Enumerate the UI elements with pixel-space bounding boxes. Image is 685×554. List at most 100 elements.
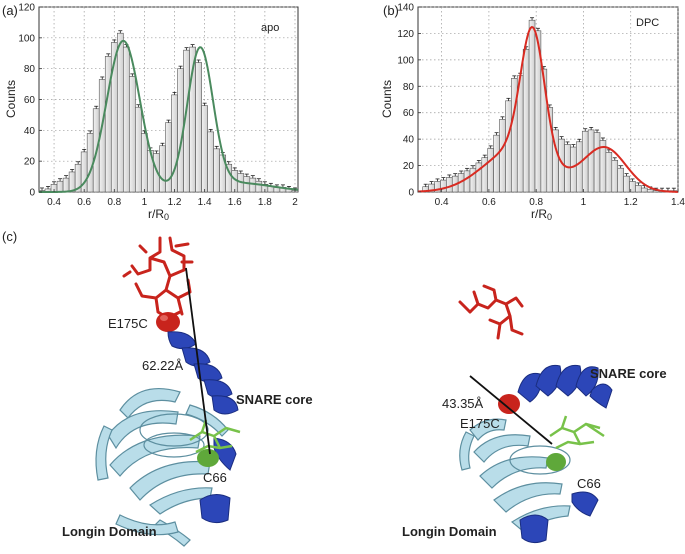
gaussian-fit-curve [417,25,679,193]
histogram-bar [463,170,471,193]
histogram-bar [587,129,595,193]
x-tick-label: 0.4 [435,197,449,208]
histogram-bar [499,119,506,193]
histogram-chart-dpc: 0.4 0.6 0.8 1 1.2 1.4 0 20 40 60 80 100 120 140 DPC C… [380,3,685,223]
histogram-bar [505,100,512,193]
histogram-bar [446,177,453,193]
x-axis-title-main: r/R [531,207,547,221]
x-axis-title-sub: 0 [164,212,169,222]
protein-structure-compact: 43.35Å E175C SNARE core C66 Longin Domai… [402,284,667,544]
histogram-bar [611,159,619,193]
panel-label-c: (c) [2,229,17,244]
histogram-bar [141,133,148,193]
histogram-bar [255,180,263,193]
histogram-bar [56,180,64,193]
y-tick-label: 60 [24,95,36,106]
y-tick-label: 40 [24,126,36,137]
histogram-bar [493,134,500,193]
histogram-bar [207,131,214,193]
y-tick-label: 20 [24,157,36,168]
histogram-bar [117,32,124,193]
x-tick-label: 0.8 [529,197,543,208]
y-tick-label: 20 [403,161,415,172]
histogram-bar [646,189,654,193]
label-c66-left: C66 [203,470,227,485]
dye-molecule-right [458,284,524,340]
longin-domain-right [459,418,571,533]
y-tick-label: 0 [408,188,414,199]
label-e175c-right: E175C [460,416,500,431]
x-tick-label: 1.4 [198,197,212,208]
histogram-bar [487,148,494,193]
y-tick-label: 140 [397,3,414,14]
x-tick-label: 0.6 [482,197,496,208]
histogram-bar [528,19,536,193]
e175c-sphere [156,312,180,332]
c66-sphere-right [546,453,566,471]
label-distance-right: 43.35Å [442,396,484,411]
histogram-bar [159,145,166,193]
y-tick-label: 80 [24,64,36,75]
histogram-bar [213,148,220,193]
label-longin-right: Longin Domain [402,524,497,539]
x-tick-label: 1.2 [168,197,182,208]
label-longin-left: Longin Domain [62,524,157,539]
label-distance-left: 62.22Å [142,358,184,373]
y-axis-title: Counts [380,80,394,118]
histogram-bar [62,177,70,193]
ligand-right [549,415,605,450]
histogram-bar [593,132,601,193]
x-axis-title: r/R0 [148,207,169,222]
y-tick-label: 120 [397,29,414,40]
x-tick-label: 1.8 [258,197,272,208]
histogram-bar [123,46,130,193]
y-tick-label: 100 [397,55,414,66]
x-tick-label: 1 [581,197,587,208]
x-tick-label: 1.4 [671,197,685,208]
y-tick-label: 80 [403,82,415,93]
distance-line-left [185,267,211,455]
x-tick-label: 0.4 [47,197,61,208]
protein-structure-extended: E175C 62.22Å SNARE core C66 Longin Domai… [62,236,313,547]
y-tick-label: 0 [29,188,35,199]
x-tick-label: 0.6 [77,197,91,208]
legend-label: apo [261,22,279,34]
histogram-bar [617,167,624,193]
label-c66-right: C66 [577,476,601,491]
legend-label: DPC [636,17,659,29]
histogram-bar [201,105,208,193]
histogram-bar [581,130,589,193]
e175c-sphere-right [498,394,520,414]
y-tick-label: 120 [18,3,35,14]
y-axis-title: Counts [4,80,18,118]
histogram-bar [570,146,577,193]
histogram-bar [605,152,613,193]
x-tick-label: 1.6 [228,197,242,208]
x-axis-title-main: r/R [148,207,164,221]
x-axis-title-sub: 0 [547,212,552,222]
x-tick-label: 1.2 [624,197,638,208]
histogram-bar [249,177,257,193]
histogram-bar [522,48,530,193]
x-tick-label: 0.8 [107,197,121,208]
dye-molecule-left [122,236,194,320]
y-tick-label: 100 [18,33,35,44]
label-e175c-left: E175C [108,316,148,331]
histogram-bar [641,187,648,193]
distance-line-right [469,375,553,445]
x-tick-label: 2 [292,197,298,208]
longin-domain-left [95,388,229,547]
y-tick-label: 40 [403,135,415,146]
panel-label-b: (b) [383,3,399,18]
histogram-bar [135,106,142,193]
histogram-bar [68,171,76,193]
x-axis-title: r/R0 [531,207,552,222]
histogram-bar [623,175,630,193]
histogram-bar [243,176,251,193]
snare-helix-right [517,364,613,544]
y-tick-label: 60 [403,108,415,119]
histogram-bar [635,185,642,193]
gaussian-fit-curve [39,39,299,193]
label-snare-left: SNARE core [236,392,313,407]
